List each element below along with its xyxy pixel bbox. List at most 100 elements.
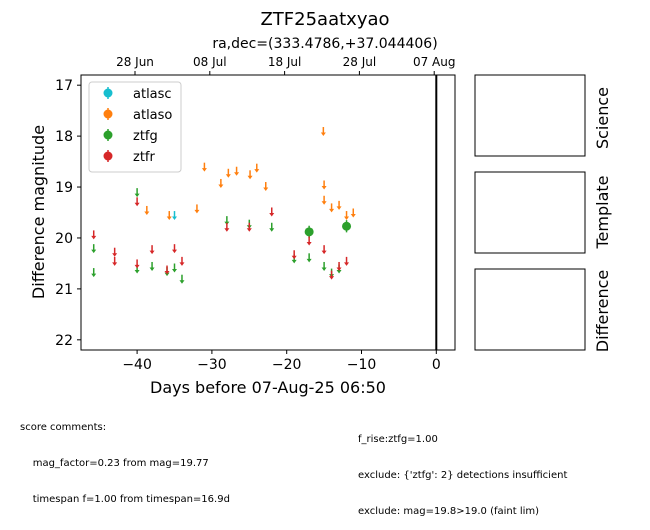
x-tick-label: −10	[347, 357, 377, 373]
upper-limit-arrow	[91, 249, 97, 254]
upper-limit-arrow	[179, 262, 185, 266]
legend-label: atlasc	[133, 87, 172, 102]
upper-limit-marker	[91, 244, 97, 254]
science-panel	[474, 74, 586, 157]
legend-item-atlasc: atlasc	[103, 87, 172, 102]
comment-line: exclude: mag=19.8>19.0 (faint lim)	[358, 506, 540, 517]
upper-limit-marker	[166, 211, 172, 221]
upper-limit-arrow	[164, 271, 170, 275]
upper-limit-arrow	[134, 264, 140, 269]
upper-limit-marker	[234, 166, 240, 176]
upper-limit-arrow	[166, 216, 172, 221]
upper-limit-marker	[149, 245, 155, 255]
upper-limit-arrow	[247, 175, 253, 180]
y-axis-label: Difference magnitude	[29, 125, 48, 299]
upper-limit-arrow	[201, 168, 207, 172]
upper-limit-marker	[344, 211, 350, 221]
template-panel	[474, 171, 586, 254]
upper-limit-arrow	[234, 172, 240, 176]
upper-limit-arrow	[149, 250, 155, 255]
upper-limit-arrow	[134, 193, 140, 198]
legend-item-ztfr: ztfr	[103, 150, 155, 165]
legend-item-ztfg: ztfg	[103, 129, 158, 144]
difference-panel	[474, 268, 586, 351]
data-marks	[91, 75, 438, 350]
upper-limit-marker	[321, 245, 327, 255]
upper-limit-marker	[291, 250, 297, 260]
upper-limit-marker	[134, 188, 140, 198]
upper-limit-marker	[179, 256, 185, 266]
upper-limit-arrow	[246, 228, 252, 232]
detection-marker	[342, 221, 352, 231]
chart-subtitle: ra,dec=(333.4786,+37.044406)	[212, 36, 437, 52]
upper-limit-marker	[321, 195, 327, 205]
legend-marker	[103, 151, 113, 161]
upper-limit-arrow	[344, 216, 350, 221]
legend-marker	[103, 109, 113, 119]
upper-limit-arrow	[112, 262, 118, 266]
top-tick-label: 07 Aug	[413, 55, 456, 69]
upper-limit-marker	[172, 263, 177, 273]
legend-label: atlaso	[133, 108, 172, 123]
upper-limit-marker	[269, 222, 275, 232]
upper-limit-arrow	[225, 174, 231, 178]
chart-title: ZTF25aatxyao	[260, 9, 389, 30]
upper-limit-arrow	[144, 211, 150, 215]
comment-line: mag_factor=0.23 from mag=19.77	[20, 458, 209, 469]
upper-limit-arrow	[336, 267, 342, 271]
upper-limit-marker	[246, 222, 252, 232]
detection-point	[342, 220, 352, 233]
template-label: Template	[593, 175, 612, 249]
detection-point	[304, 225, 314, 238]
legend-marker	[103, 88, 113, 98]
upper-limit-marker	[225, 168, 231, 178]
series-atlaso	[144, 127, 356, 221]
upper-limit-marker	[91, 268, 97, 278]
difference-label: Difference	[593, 270, 612, 352]
upper-limit-arrow	[336, 206, 342, 210]
upper-limit-marker	[336, 200, 342, 210]
series-atlasc	[172, 211, 177, 221]
upper-limit-arrow	[172, 249, 177, 254]
x-tick-label: 0	[432, 357, 441, 373]
y-tick-label: 21	[55, 282, 73, 298]
top-tick-label: 28 Jul	[343, 55, 377, 69]
upper-limit-marker	[134, 259, 140, 269]
legend: atlasc atlaso ztfg ztfr	[88, 81, 182, 173]
upper-limit-arrow	[134, 202, 140, 207]
upper-limit-arrow	[112, 253, 118, 257]
upper-limit-marker	[320, 127, 326, 137]
top-tick-label: 18 Jul	[268, 55, 302, 69]
upper-limit-marker	[201, 162, 207, 172]
x-tick-label: −30	[197, 357, 227, 373]
x-tick-label: −20	[272, 357, 302, 373]
upper-limit-arrow	[350, 214, 356, 218]
legend-label: ztfg	[133, 129, 158, 144]
upper-limit-marker	[329, 203, 335, 213]
upper-limit-arrow	[172, 269, 177, 273]
side-panels: Science Template Difference	[474, 74, 612, 352]
upper-limit-marker	[344, 256, 350, 266]
upper-limit-marker	[179, 274, 185, 284]
upper-limit-marker	[247, 170, 253, 180]
y-tick-label: 18	[55, 129, 73, 145]
score-comments-right: f_rise:ztfg=1.00 exclude: {'ztfg': 2} de…	[358, 410, 567, 530]
upper-limit-arrow	[172, 216, 177, 221]
upper-limit-arrow	[321, 201, 327, 205]
upper-limit-arrow	[329, 208, 335, 213]
comment-line: timespan f=1.00 from timespan=16.9d	[20, 494, 230, 505]
upper-limit-marker	[321, 180, 327, 190]
upper-limit-arrow	[336, 270, 342, 274]
upper-limit-arrow	[254, 169, 260, 173]
y-tick-label: 17	[55, 78, 73, 94]
upper-limit-marker	[172, 244, 177, 254]
upper-limit-marker	[112, 256, 118, 266]
upper-limit-arrow	[329, 276, 335, 280]
y-tick-label: 19	[55, 180, 73, 196]
upper-limit-marker	[134, 197, 140, 207]
legend-marker	[103, 130, 113, 140]
detection-marker	[304, 227, 314, 237]
upper-limit-arrow	[306, 242, 312, 246]
upper-limit-marker	[172, 211, 177, 221]
upper-limit-marker	[194, 204, 200, 214]
